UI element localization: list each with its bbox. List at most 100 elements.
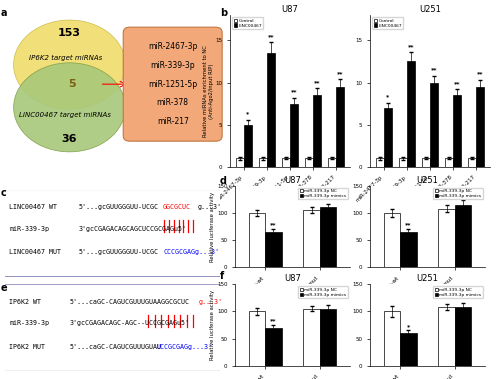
Text: miR-339-3p: miR-339-3p — [150, 61, 195, 70]
Text: **: ** — [291, 89, 298, 94]
Title: U251: U251 — [416, 176, 438, 185]
Bar — [313, 95, 321, 167]
Bar — [399, 158, 407, 167]
Bar — [430, 83, 438, 167]
Bar — [384, 213, 400, 267]
Text: 3'gcCGAGACAGCAGCUCCGCGAGu5': 3'gcCGAGACAGCAGCUCCGCGAGu5' — [78, 226, 186, 232]
Bar — [282, 158, 290, 167]
Bar — [305, 158, 313, 167]
Bar — [438, 307, 455, 366]
Bar — [476, 87, 484, 167]
Text: **: ** — [408, 44, 414, 49]
Legend: miR-339-3p NC, miR-339-3p mimics: miR-339-3p NC, miR-339-3p mimics — [298, 287, 348, 298]
Bar — [422, 158, 430, 167]
Title: U87: U87 — [284, 176, 301, 185]
Bar — [244, 125, 252, 167]
Text: d: d — [220, 176, 227, 186]
Text: 153: 153 — [58, 28, 81, 38]
Text: LINC00467 target miRNAs: LINC00467 target miRNAs — [20, 111, 111, 117]
Text: **: ** — [477, 72, 484, 77]
Text: **: ** — [268, 34, 274, 39]
Bar — [304, 309, 320, 366]
Text: e: e — [0, 282, 7, 293]
Bar — [384, 108, 392, 167]
Legend: miR-339-3p NC, miR-339-3p mimics: miR-339-3p NC, miR-339-3p mimics — [298, 188, 348, 199]
Bar — [320, 309, 336, 366]
Bar — [438, 208, 455, 267]
Bar — [455, 307, 471, 366]
Text: 5'...caGC-CAGUCGUUUGUAU: 5'...caGC-CAGUCGUUUGUAU — [70, 344, 162, 350]
Text: *: * — [386, 94, 390, 99]
Text: f: f — [220, 271, 224, 281]
Legend: miR-339-3p NC, miR-339-3p mimics: miR-339-3p NC, miR-339-3p mimics — [433, 188, 483, 199]
Text: miR-378: miR-378 — [156, 99, 188, 107]
Text: 3'gcCGAGACAGC-AGC--UCCGCGAGu5': 3'gcCGAGACAGC-AGC--UCCGCGAGu5' — [70, 321, 190, 326]
Text: LINC00467 MUT: LINC00467 MUT — [10, 249, 62, 255]
Text: IP6K2 WT: IP6K2 WT — [10, 299, 42, 305]
Text: miR-217: miR-217 — [157, 117, 188, 126]
Legend: miR-339-3p NC, miR-339-3p mimics: miR-339-3p NC, miR-339-3p mimics — [433, 287, 483, 298]
Text: *: * — [406, 324, 410, 329]
Legend: Control, LINC00467: Control, LINC00467 — [232, 17, 264, 29]
Text: GGCGCUC: GGCGCUC — [163, 204, 191, 210]
Text: UCCGCGAGg...3': UCCGCGAGg...3' — [156, 344, 212, 350]
Bar — [267, 53, 275, 167]
Text: miR-2467-3p: miR-2467-3p — [148, 42, 198, 51]
Bar — [468, 158, 476, 167]
Text: miR-1251-5p: miR-1251-5p — [148, 80, 198, 89]
Text: LINC00467 WT: LINC00467 WT — [10, 204, 58, 210]
Bar — [407, 61, 415, 167]
Text: **: ** — [337, 71, 344, 76]
Text: **: ** — [405, 222, 411, 227]
Bar — [384, 312, 400, 366]
Ellipse shape — [14, 20, 126, 109]
Text: **: ** — [454, 81, 460, 86]
Bar — [400, 333, 416, 366]
Title: U87: U87 — [282, 5, 298, 14]
Text: g...3': g...3' — [199, 299, 223, 305]
Legend: Control, LINC00467: Control, LINC00467 — [372, 17, 404, 29]
Bar — [259, 158, 267, 167]
Text: 5'...caGC-CAGUCGUUUGUAAGGCGCUC: 5'...caGC-CAGUCGUUUGUAAGGCGCUC — [70, 299, 190, 305]
Text: **: ** — [270, 222, 276, 227]
Title: U251: U251 — [419, 5, 441, 14]
Bar — [328, 158, 336, 167]
Bar — [248, 312, 265, 366]
Text: miR-339-3p: miR-339-3p — [10, 226, 50, 232]
Text: **: ** — [270, 318, 276, 323]
Bar — [304, 210, 320, 267]
FancyBboxPatch shape — [0, 190, 222, 277]
Bar — [265, 328, 281, 366]
Bar — [376, 158, 384, 167]
Text: *: * — [246, 111, 250, 116]
FancyBboxPatch shape — [123, 27, 222, 141]
FancyBboxPatch shape — [0, 284, 222, 371]
Text: a: a — [0, 8, 7, 17]
Bar — [336, 87, 344, 167]
Text: IP6K2 target miRNAs: IP6K2 target miRNAs — [28, 55, 102, 61]
Y-axis label: Relative luciferase activity: Relative luciferase activity — [210, 290, 216, 360]
Y-axis label: Relative luciferase activity: Relative luciferase activity — [210, 191, 216, 262]
Y-axis label: Relative miRNAs enrichment to NC
(Anti-Ago2/input RIP): Relative miRNAs enrichment to NC (Anti-A… — [203, 45, 214, 137]
Bar — [453, 95, 461, 167]
Bar — [236, 158, 244, 167]
Bar — [290, 103, 298, 167]
Text: c: c — [0, 188, 6, 198]
Text: **: ** — [431, 67, 438, 72]
Bar — [248, 213, 265, 267]
Title: U251: U251 — [416, 274, 438, 283]
Text: 5: 5 — [68, 79, 76, 89]
Ellipse shape — [14, 63, 126, 152]
Text: b: b — [220, 8, 227, 17]
Bar — [265, 232, 281, 267]
Text: 5'...gcGUUGGGUU-UCGC: 5'...gcGUUGGGUU-UCGC — [78, 249, 158, 255]
Text: g...3': g...3' — [198, 204, 222, 210]
Bar — [445, 158, 453, 167]
Bar — [455, 205, 471, 267]
Title: U87: U87 — [284, 274, 301, 283]
Bar — [400, 232, 416, 267]
Bar — [320, 207, 336, 267]
Text: IP6K2 MUT: IP6K2 MUT — [10, 344, 46, 350]
Text: **: ** — [314, 80, 320, 85]
Text: CCCGCGAGg...3': CCCGCGAGg...3' — [163, 249, 219, 255]
